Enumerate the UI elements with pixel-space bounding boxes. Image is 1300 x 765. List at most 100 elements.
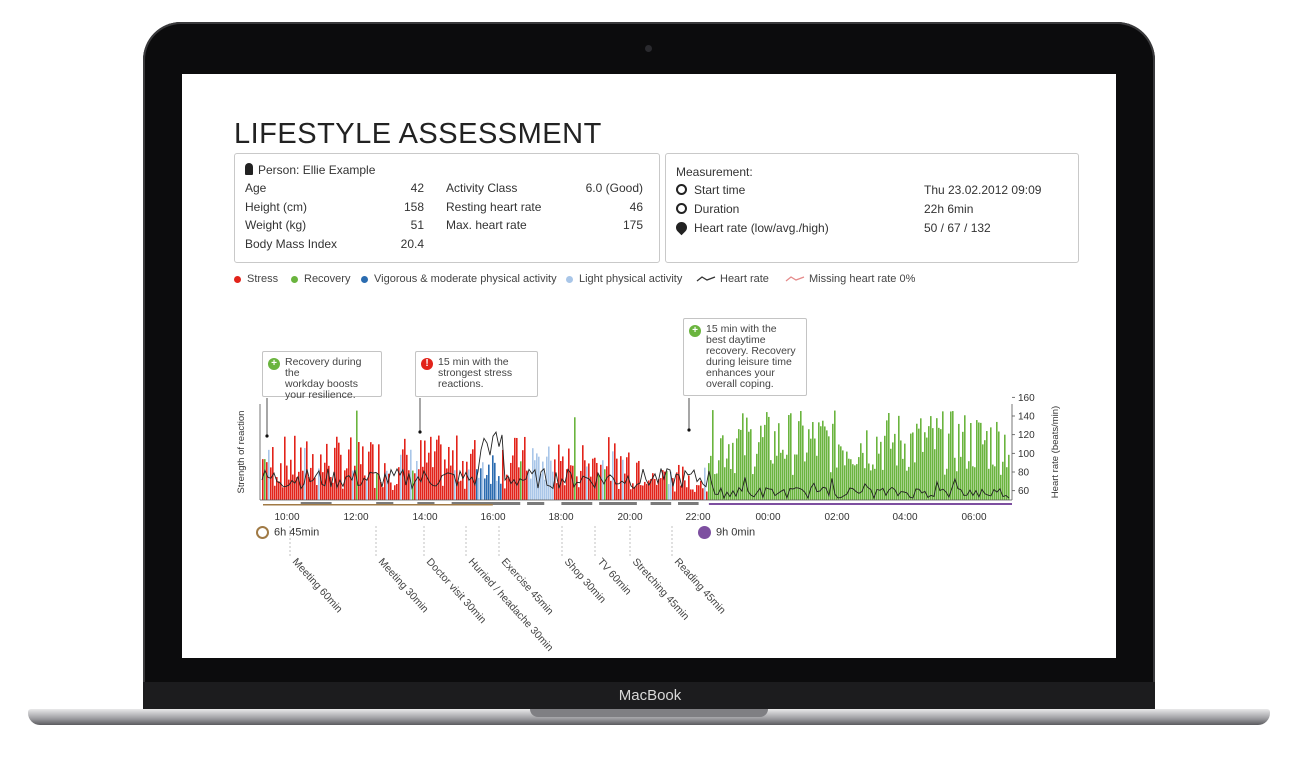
chart-bar [502,449,504,500]
chart-bar [834,410,836,500]
measurement-label: Heart rate (low/avg./high) [694,221,829,235]
chart-bar [324,462,326,500]
chart-bar [396,484,398,500]
callout-box: ! 15 min with the strongest stress reaction… [415,351,538,397]
chart-bar [782,449,784,500]
chart-bar [950,411,952,500]
chart-bar [642,485,644,500]
chart-bar [1008,454,1010,500]
chart-bar [264,459,266,500]
chart-bar [262,459,264,500]
chart-bar [474,440,476,500]
chart-bar [552,471,554,500]
chart-bar [1004,434,1006,500]
x-tick-label: 18:00 [548,512,573,523]
chart-bar [292,474,294,500]
chart-bar [416,460,418,500]
chart-bar [664,471,666,500]
person-label: Max. heart rate [446,218,527,232]
chart-bar [758,442,760,500]
chart-bar [494,462,496,500]
chart-bar [892,442,894,500]
chart-bar [558,444,560,500]
measurement-label: Duration [694,202,740,216]
chart-bar [716,473,718,500]
chart-bar [730,468,732,500]
person-value: 42 [410,181,424,195]
activity-band [599,502,637,505]
chart-bar [364,475,366,500]
chart-bar [464,488,466,500]
chart-bar [666,470,668,500]
chart-bar [986,431,988,500]
chart-bar [812,422,814,500]
chart-bar [810,438,812,500]
x-tick-label: 10:00 [274,512,299,523]
legend-line-icon [785,276,805,282]
chart-bar [948,433,950,500]
chart-bar [382,487,384,500]
chart-bar [414,473,416,500]
chart-bar [472,449,474,500]
chart-bar [266,462,268,500]
person-heading-text: Person: Ellie Example [258,163,376,177]
chart-bar [560,460,562,500]
chart-bar [936,418,938,500]
callout-box: +15 min with the best daytime recovery. Re… [683,318,807,396]
legend-item: Missing heart rate 0% [785,273,915,285]
chart-bar [962,431,964,500]
chart-bar [940,429,942,500]
chart-bar [786,454,788,500]
chart-bar [912,432,914,500]
chart-bar [872,464,874,500]
chart-bar [818,422,820,500]
chart-bar [526,470,528,500]
measurement-label: Start time [694,183,746,197]
chart-bar [970,423,972,500]
chart-bar [506,474,508,500]
chart-bar [406,454,408,500]
x-tick-label: 02:00 [824,512,849,523]
plus-icon: + [268,358,280,370]
chart-bar [822,420,824,500]
chart-bar [888,412,890,500]
chart-bar [380,481,382,500]
chart-bar [636,462,638,500]
chart-bar [656,484,658,500]
chart-bar [612,451,614,500]
chart-bar [486,474,488,500]
y2-tick-label: 100 [1018,449,1035,460]
chart-bar [652,473,654,500]
chart-bar [348,449,350,500]
chart-bar [938,427,940,500]
chart-bar [484,478,486,500]
chart-bar [412,470,414,500]
chart-bar [790,413,792,500]
chart-bar [548,446,550,500]
chart-bar [512,455,514,500]
chart-bar [442,485,444,500]
chart-bar [638,460,640,500]
chart-bar [838,444,840,500]
chart-bar [724,467,726,500]
chart-bar [698,485,700,500]
chart-bar [968,461,970,500]
activity-label: Meeting 60min [290,556,345,615]
chart-bar [398,467,400,500]
chart-bar [842,450,844,500]
chart-bar [314,477,316,500]
activity-band [678,502,699,505]
chart-bar [726,458,728,500]
person-heading: Person: Ellie Example [245,163,375,177]
chart-bar [866,430,868,500]
y2-tick-label: 140 [1018,412,1035,423]
chart-bar [434,451,436,500]
chart-bar [268,449,270,500]
legend-dot [291,275,298,283]
person-panel [234,153,660,263]
chart-bar [536,453,538,500]
chart-bar [908,466,910,500]
chart-bar [420,440,422,500]
chart-bar [708,463,710,500]
activity-label: Meeting 30min [376,556,431,615]
